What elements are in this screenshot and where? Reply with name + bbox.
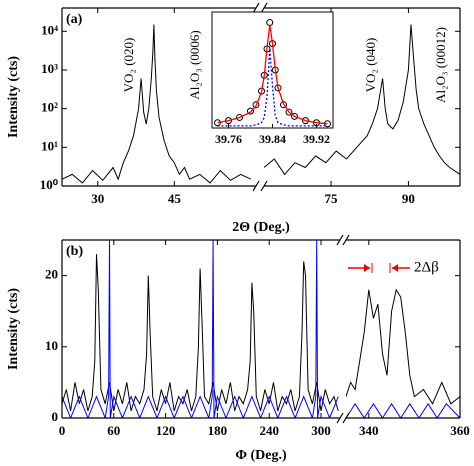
inset-line	[217, 24, 328, 125]
inset-point	[258, 87, 265, 95]
y-tick-label: 10³	[41, 61, 58, 76]
x-tick-label: 300	[311, 423, 331, 438]
inset-point	[252, 101, 260, 109]
axis-break	[252, 180, 260, 192]
x-tick-label: 30	[91, 191, 104, 206]
x-tick-label: 360	[450, 423, 470, 438]
inset-x-tick-label: 39.92	[303, 132, 330, 146]
y-axis-title: Intensity (cts)	[6, 56, 21, 138]
peak-annotation: Al₂O₃ (0006)	[187, 30, 202, 99]
x-tick-label: 90	[402, 191, 415, 206]
x-axis-title: 2Θ (Deg.)	[232, 220, 290, 235]
x-tick-label: 340	[359, 423, 379, 438]
inset-point	[291, 112, 298, 120]
panel-label: (a)	[66, 12, 83, 27]
x-tick-label: 240	[259, 423, 279, 438]
axis-break	[252, 2, 260, 14]
axis-break	[336, 412, 344, 424]
peak-annotation: VO₂ (020)	[121, 38, 136, 93]
inset-x-tick-label: 39.84	[259, 132, 286, 146]
data-line	[62, 240, 339, 418]
data-line	[346, 288, 460, 405]
data-line	[264, 24, 460, 176]
peak-annotation: Al₂O₃ (00012)	[433, 27, 448, 103]
inset-line	[217, 48, 328, 127]
y-tick-label: 10⁰	[40, 177, 59, 192]
data-line	[62, 254, 339, 412]
peak-annotation: 2Δβ	[414, 259, 439, 275]
x-tick-label: 75	[325, 191, 339, 206]
inset-point	[285, 108, 293, 116]
x-tick-label: 60	[107, 423, 120, 438]
axis-break	[336, 234, 344, 246]
arrow-head	[392, 264, 398, 272]
y-axis-title: Intensity (cts)	[6, 288, 21, 370]
inset-x-tick-label: 39.76	[215, 132, 242, 146]
axis-break	[260, 2, 268, 14]
data-line	[62, 24, 252, 184]
y-tick-label: 10¹	[41, 138, 58, 153]
peak-annotation: VO₂ (040)	[363, 38, 378, 93]
y-tick-label: 0	[52, 409, 59, 424]
x-tick-label: 120	[156, 423, 176, 438]
inset-point	[247, 107, 254, 115]
inset-point	[236, 113, 243, 121]
y-tick-label: 10⁴	[41, 22, 58, 37]
y-tick-label: 10²	[41, 100, 58, 115]
data-line	[346, 402, 460, 418]
y-tick-label: 10	[45, 338, 58, 353]
panel-label: (b)	[66, 244, 83, 259]
x-tick-label: 180	[208, 423, 228, 438]
axis-break	[342, 412, 350, 424]
axis-break	[260, 180, 268, 192]
arrow-head	[364, 264, 370, 272]
y-tick-label: 20	[45, 267, 58, 282]
x-tick-label: 0	[59, 423, 66, 438]
axis-break	[342, 234, 350, 246]
x-axis-title: Φ (Deg.)	[235, 448, 287, 463]
x-tick-label: 45	[168, 191, 182, 206]
